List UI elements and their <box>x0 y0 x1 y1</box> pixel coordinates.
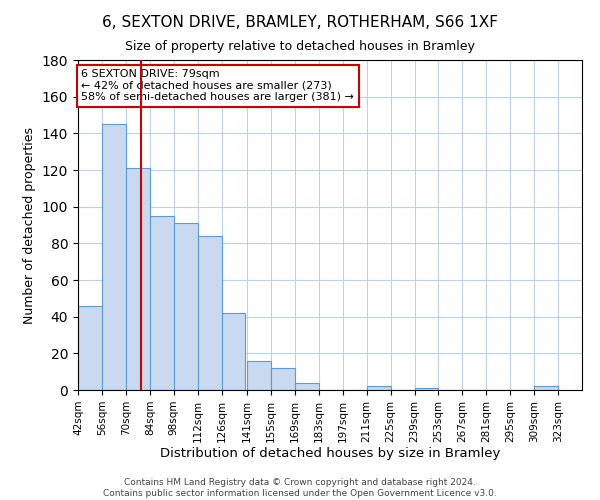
Bar <box>415 388 439 390</box>
Y-axis label: Number of detached properties: Number of detached properties <box>23 126 36 324</box>
Bar <box>295 382 319 390</box>
Bar <box>126 168 150 390</box>
Bar <box>197 236 221 390</box>
Text: 6 SEXTON DRIVE: 79sqm
← 42% of detached houses are smaller (273)
58% of semi-det: 6 SEXTON DRIVE: 79sqm ← 42% of detached … <box>82 69 354 102</box>
Bar <box>150 216 173 390</box>
Bar <box>78 306 102 390</box>
Text: Size of property relative to detached houses in Bramley: Size of property relative to detached ho… <box>125 40 475 53</box>
Bar <box>247 360 271 390</box>
Text: 6, SEXTON DRIVE, BRAMLEY, ROTHERHAM, S66 1XF: 6, SEXTON DRIVE, BRAMLEY, ROTHERHAM, S66… <box>102 15 498 30</box>
Bar <box>271 368 295 390</box>
X-axis label: Distribution of detached houses by size in Bramley: Distribution of detached houses by size … <box>160 448 500 460</box>
Bar <box>367 386 391 390</box>
Text: Contains HM Land Registry data © Crown copyright and database right 2024.
Contai: Contains HM Land Registry data © Crown c… <box>103 478 497 498</box>
Bar <box>173 223 197 390</box>
Bar <box>534 386 558 390</box>
Bar <box>221 313 245 390</box>
Bar <box>102 124 126 390</box>
